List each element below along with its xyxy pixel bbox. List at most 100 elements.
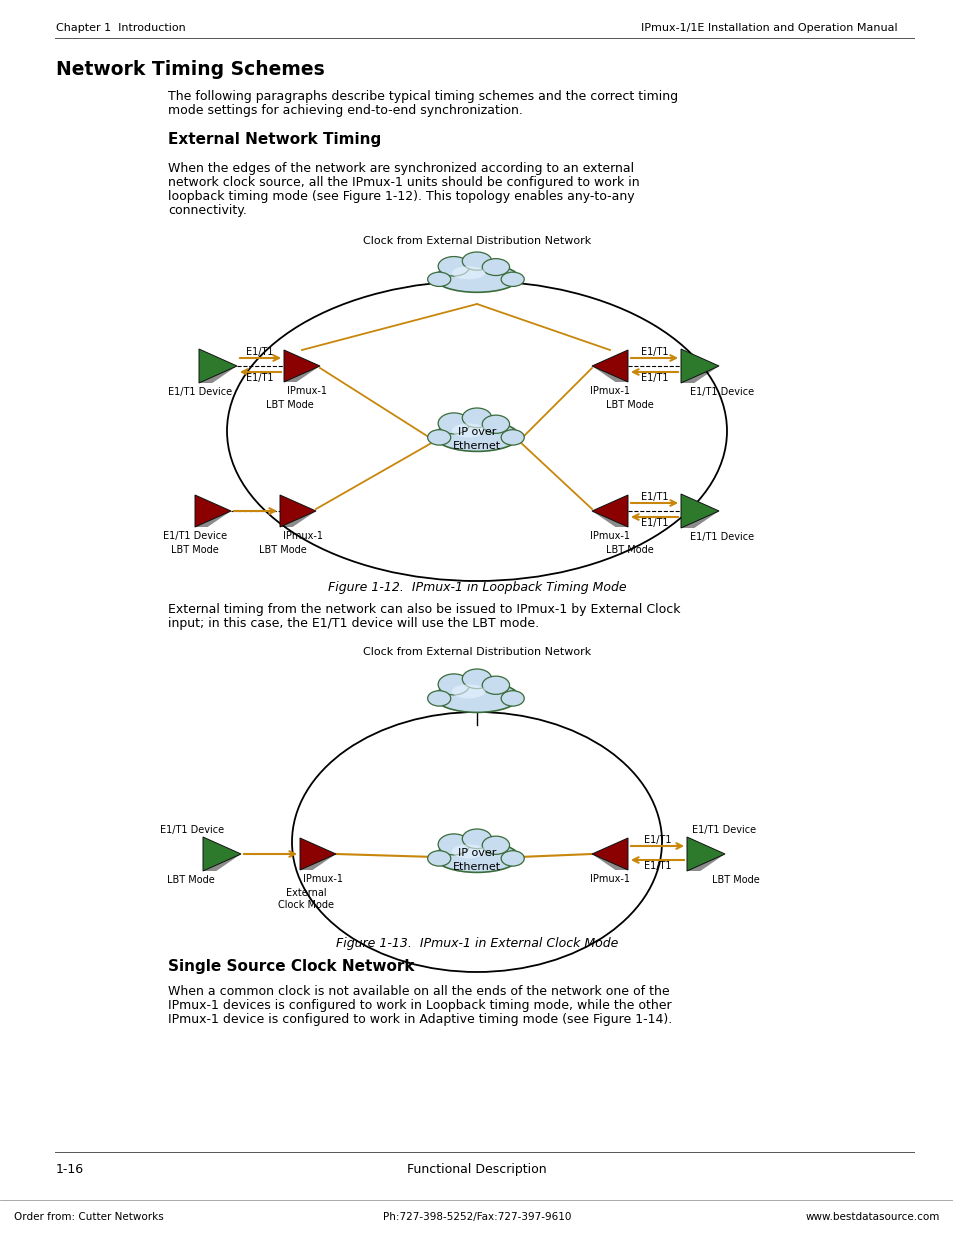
Ellipse shape: [427, 851, 450, 866]
Polygon shape: [592, 853, 627, 869]
Ellipse shape: [435, 682, 518, 713]
Ellipse shape: [435, 421, 518, 452]
Text: When a common clock is not available on all the ends of the network one of the: When a common clock is not available on …: [168, 986, 669, 998]
Text: E1/T1: E1/T1: [640, 492, 668, 501]
Text: E1/T1: E1/T1: [246, 373, 274, 383]
Text: LBT Mode: LBT Mode: [266, 400, 314, 410]
Text: E1/T1: E1/T1: [640, 373, 668, 383]
Text: E1/T1: E1/T1: [640, 517, 668, 529]
Ellipse shape: [452, 424, 485, 437]
Ellipse shape: [427, 690, 450, 706]
Polygon shape: [592, 366, 627, 382]
Text: E1/T1 Device: E1/T1 Device: [168, 387, 232, 396]
Polygon shape: [680, 366, 719, 383]
Text: loopback timing mode (see Figure 1-12). This topology enables any-to-any: loopback timing mode (see Figure 1-12). …: [168, 190, 634, 203]
Polygon shape: [194, 495, 231, 527]
Polygon shape: [194, 511, 231, 527]
Text: E1/T1 Device: E1/T1 Device: [689, 387, 753, 396]
Ellipse shape: [435, 841, 518, 872]
Text: Clock from External Distribution Network: Clock from External Distribution Network: [362, 236, 591, 246]
Ellipse shape: [482, 676, 509, 694]
Text: IPmux-1: IPmux-1: [589, 874, 629, 884]
Ellipse shape: [500, 851, 524, 866]
Polygon shape: [686, 853, 724, 871]
Text: IPmux-1: IPmux-1: [287, 387, 327, 396]
Ellipse shape: [452, 684, 485, 699]
Text: www.bestdatasource.com: www.bestdatasource.com: [804, 1212, 939, 1221]
Ellipse shape: [452, 845, 485, 858]
Ellipse shape: [435, 264, 518, 293]
Text: LBT Mode: LBT Mode: [605, 400, 653, 410]
Polygon shape: [680, 511, 719, 529]
Text: Network Timing Schemes: Network Timing Schemes: [56, 61, 324, 79]
Polygon shape: [299, 839, 335, 869]
Text: input; in this case, the E1/T1 device will use the LBT mode.: input; in this case, the E1/T1 device wi…: [168, 618, 538, 630]
Text: E1/T1: E1/T1: [643, 835, 671, 845]
Text: Figure 1-12.  IPmux-1 in Loopback Timing Mode: Figure 1-12. IPmux-1 in Loopback Timing …: [327, 580, 626, 594]
Text: Single Source Clock Network: Single Source Clock Network: [168, 960, 414, 974]
Polygon shape: [299, 853, 335, 869]
Text: LBT Mode: LBT Mode: [171, 545, 218, 555]
Ellipse shape: [500, 690, 524, 706]
Polygon shape: [686, 837, 724, 871]
Polygon shape: [199, 366, 236, 383]
Text: LBT Mode: LBT Mode: [259, 545, 307, 555]
Ellipse shape: [462, 252, 491, 270]
Polygon shape: [284, 366, 319, 382]
Ellipse shape: [427, 430, 450, 445]
Text: IPmux-1: IPmux-1: [303, 874, 343, 884]
Text: Order from: Cutter Networks: Order from: Cutter Networks: [14, 1212, 164, 1221]
Text: IPmux-1/1E Installation and Operation Manual: IPmux-1/1E Installation and Operation Ma…: [640, 23, 897, 33]
Text: E1/T1: E1/T1: [246, 347, 274, 357]
Text: LBT Mode: LBT Mode: [605, 545, 653, 555]
Text: Functional Description: Functional Description: [407, 1163, 546, 1176]
Text: E1/T1 Device: E1/T1 Device: [163, 531, 227, 541]
Text: LBT Mode: LBT Mode: [711, 876, 760, 885]
Text: IP over: IP over: [457, 427, 496, 437]
Text: Clock from External Distribution Network: Clock from External Distribution Network: [362, 647, 591, 657]
Text: connectivity.: connectivity.: [168, 204, 247, 217]
Polygon shape: [680, 494, 719, 529]
Polygon shape: [280, 495, 315, 527]
Text: IPmux-1 devices is configured to work in Loopback timing mode, while the other: IPmux-1 devices is configured to work in…: [168, 999, 671, 1011]
Text: IPmux-1: IPmux-1: [283, 531, 323, 541]
Text: E1/T1: E1/T1: [640, 347, 668, 357]
Text: E1/T1 Device: E1/T1 Device: [691, 825, 756, 835]
Ellipse shape: [437, 674, 469, 695]
Text: network clock source, all the IPmux-1 units should be configured to work in: network clock source, all the IPmux-1 un…: [168, 177, 639, 189]
Text: External
Clock Mode: External Clock Mode: [277, 888, 334, 910]
Polygon shape: [592, 495, 627, 527]
Polygon shape: [592, 839, 627, 869]
Ellipse shape: [482, 258, 509, 275]
Text: E1/T1: E1/T1: [643, 861, 671, 871]
Text: Figure 1-13.  IPmux-1 in External Clock Mode: Figure 1-13. IPmux-1 in External Clock M…: [335, 937, 618, 950]
Text: IPmux-1 device is configured to work in Adaptive timing mode (see Figure 1-14).: IPmux-1 device is configured to work in …: [168, 1013, 672, 1026]
Text: mode settings for achieving end-to-end synchronization.: mode settings for achieving end-to-end s…: [168, 104, 522, 117]
Ellipse shape: [462, 408, 491, 427]
Text: When the edges of the network are synchronized according to an external: When the edges of the network are synchr…: [168, 162, 634, 175]
Ellipse shape: [427, 272, 450, 287]
Text: Chapter 1  Introduction: Chapter 1 Introduction: [56, 23, 186, 33]
Polygon shape: [592, 511, 627, 527]
Ellipse shape: [500, 272, 524, 287]
Text: IPmux-1: IPmux-1: [589, 531, 629, 541]
Text: E1/T1 Device: E1/T1 Device: [160, 825, 224, 835]
Ellipse shape: [437, 257, 469, 277]
Ellipse shape: [482, 415, 509, 433]
Text: LBT Mode: LBT Mode: [167, 876, 214, 885]
Ellipse shape: [482, 836, 509, 855]
Text: IPmux-1: IPmux-1: [589, 387, 629, 396]
Ellipse shape: [500, 430, 524, 445]
Text: IP over: IP over: [457, 848, 496, 858]
Polygon shape: [680, 350, 719, 383]
Text: Ph:727-398-5252/Fax:727-397-9610: Ph:727-398-5252/Fax:727-397-9610: [382, 1212, 571, 1221]
Text: Ethernet: Ethernet: [453, 441, 500, 451]
Text: External Network Timing: External Network Timing: [168, 132, 381, 147]
Polygon shape: [592, 350, 627, 382]
Text: The following paragraphs describe typical timing schemes and the correct timing: The following paragraphs describe typica…: [168, 90, 678, 103]
Ellipse shape: [437, 412, 469, 433]
Text: E1/T1 Device: E1/T1 Device: [689, 532, 753, 542]
Polygon shape: [199, 350, 236, 383]
Polygon shape: [284, 350, 319, 382]
Ellipse shape: [462, 669, 491, 689]
